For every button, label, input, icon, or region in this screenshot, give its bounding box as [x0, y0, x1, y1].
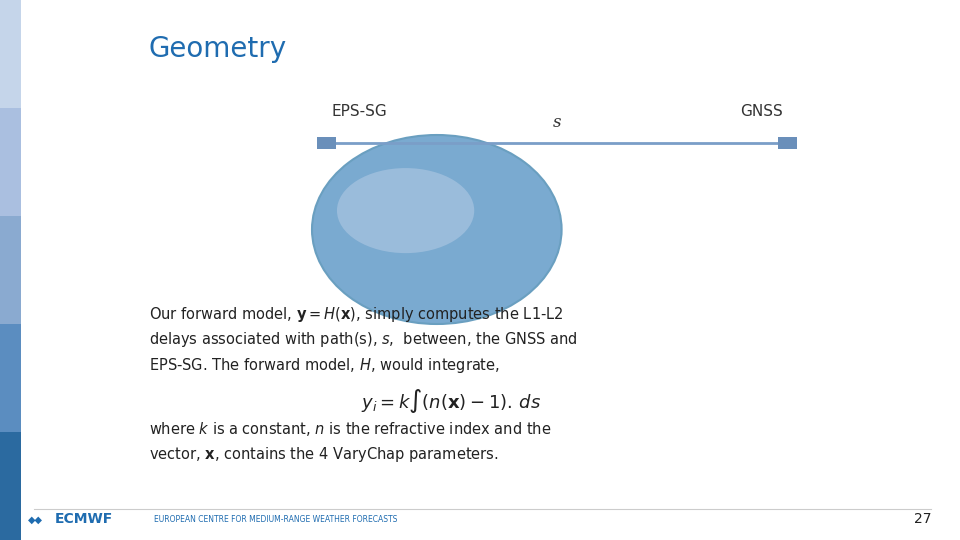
FancyBboxPatch shape	[0, 432, 21, 540]
FancyBboxPatch shape	[317, 137, 336, 149]
Text: vector, $\mathbf{x}$, contains the 4 VaryChap parameters.: vector, $\mathbf{x}$, contains the 4 Var…	[149, 445, 498, 464]
Text: EPS-SG: EPS-SG	[331, 104, 387, 119]
Text: Geometry: Geometry	[149, 35, 287, 63]
Text: delays associated with path(s), $s$,  between, the GNSS and: delays associated with path(s), $s$, bet…	[149, 330, 578, 349]
Text: EUROPEAN CENTRE FOR MEDIUM-RANGE WEATHER FORECASTS: EUROPEAN CENTRE FOR MEDIUM-RANGE WEATHER…	[154, 515, 397, 524]
Ellipse shape	[337, 168, 474, 253]
Text: ECMWF: ECMWF	[55, 512, 113, 526]
FancyBboxPatch shape	[0, 324, 21, 432]
Text: s: s	[553, 114, 561, 131]
FancyBboxPatch shape	[0, 216, 21, 324]
Ellipse shape	[312, 135, 562, 324]
FancyBboxPatch shape	[778, 137, 797, 149]
Text: GNSS: GNSS	[739, 104, 782, 119]
Text: 27: 27	[914, 512, 931, 526]
FancyBboxPatch shape	[0, 108, 21, 216]
Text: $y_i = k\int (n(\mathbf{x}) - 1). \, ds$: $y_i = k\int (n(\mathbf{x}) - 1). \, ds$	[361, 387, 541, 415]
Text: where $k$ is a constant, $n$ is the refractive index and the: where $k$ is a constant, $n$ is the refr…	[149, 420, 551, 437]
Text: Our forward model, $\mathbf{y} = H(\mathbf{x})$, simply computes the L1-L2: Our forward model, $\mathbf{y} = H(\math…	[149, 305, 564, 324]
FancyBboxPatch shape	[0, 0, 21, 108]
Text: EPS-SG. The forward model, $H$, would integrate,: EPS-SG. The forward model, $H$, would in…	[149, 356, 500, 375]
Text: ◆◆: ◆◆	[28, 515, 43, 524]
